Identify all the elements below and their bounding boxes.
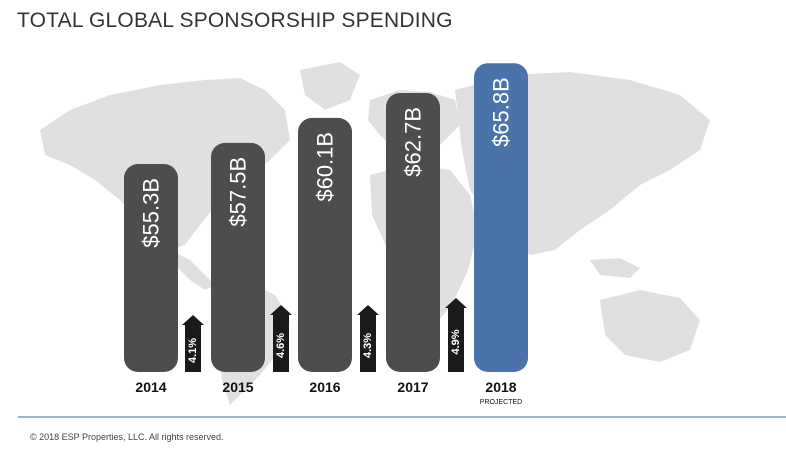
category-label-2015: 2015 bbox=[222, 379, 253, 395]
growth-label-4: 4.9% bbox=[450, 329, 462, 354]
bar-value-label-2017: $62.7B bbox=[401, 107, 426, 177]
growth-arrow-3: 4.3% bbox=[357, 305, 379, 372]
bar-2018 bbox=[474, 63, 528, 372]
category-label-2018: 2018 bbox=[485, 379, 516, 395]
bar-value-label-2016: $60.1B bbox=[313, 132, 338, 202]
copyright-text: © 2018 ESP Properties, LLC. All rights r… bbox=[30, 432, 224, 442]
footer-divider bbox=[18, 416, 786, 418]
category-label-2014: 2014 bbox=[135, 379, 166, 395]
growth-label-2: 4.6% bbox=[275, 333, 287, 358]
bar-value-label-2018: $65.8B bbox=[489, 77, 514, 147]
category-labels-layer: 2014 2015 2016 2017 2018 PROJECTED bbox=[135, 379, 522, 406]
bar-2016 bbox=[298, 117, 352, 372]
growth-arrow-shape-3 bbox=[357, 305, 379, 372]
category-sublabel-2018: PROJECTED bbox=[480, 399, 522, 406]
bar-value-label-2015: $57.5B bbox=[226, 157, 251, 227]
category-label-2016: 2016 bbox=[309, 379, 340, 395]
growth-arrow-1: 4.1% bbox=[182, 315, 204, 372]
bar-value-label-2014: $55.3B bbox=[139, 178, 164, 248]
bars-layer: $55.3B $57.5B $60.1B $62.7B $65.8B bbox=[124, 63, 528, 373]
growth-arrow-shape-4 bbox=[445, 298, 467, 372]
growth-arrow-shape-2 bbox=[270, 305, 292, 372]
growth-label-3: 4.3% bbox=[362, 333, 374, 358]
bar-2017 bbox=[386, 92, 440, 373]
category-label-2017: 2017 bbox=[397, 379, 428, 395]
growth-arrow-2: 4.6% bbox=[270, 305, 292, 372]
bar-2014 bbox=[124, 164, 178, 372]
bar-2015 bbox=[211, 142, 265, 372]
growth-label-1: 4.1% bbox=[187, 338, 199, 363]
growth-arrow-shape-1 bbox=[182, 315, 204, 372]
growth-arrows-layer: 4.1% 4.6% 4.3% 4.9% bbox=[182, 298, 467, 372]
chart-title: TOTAL GLOBAL SPONSORSHIP SPENDING bbox=[17, 9, 453, 32]
growth-arrow-4: 4.9% bbox=[445, 298, 467, 372]
